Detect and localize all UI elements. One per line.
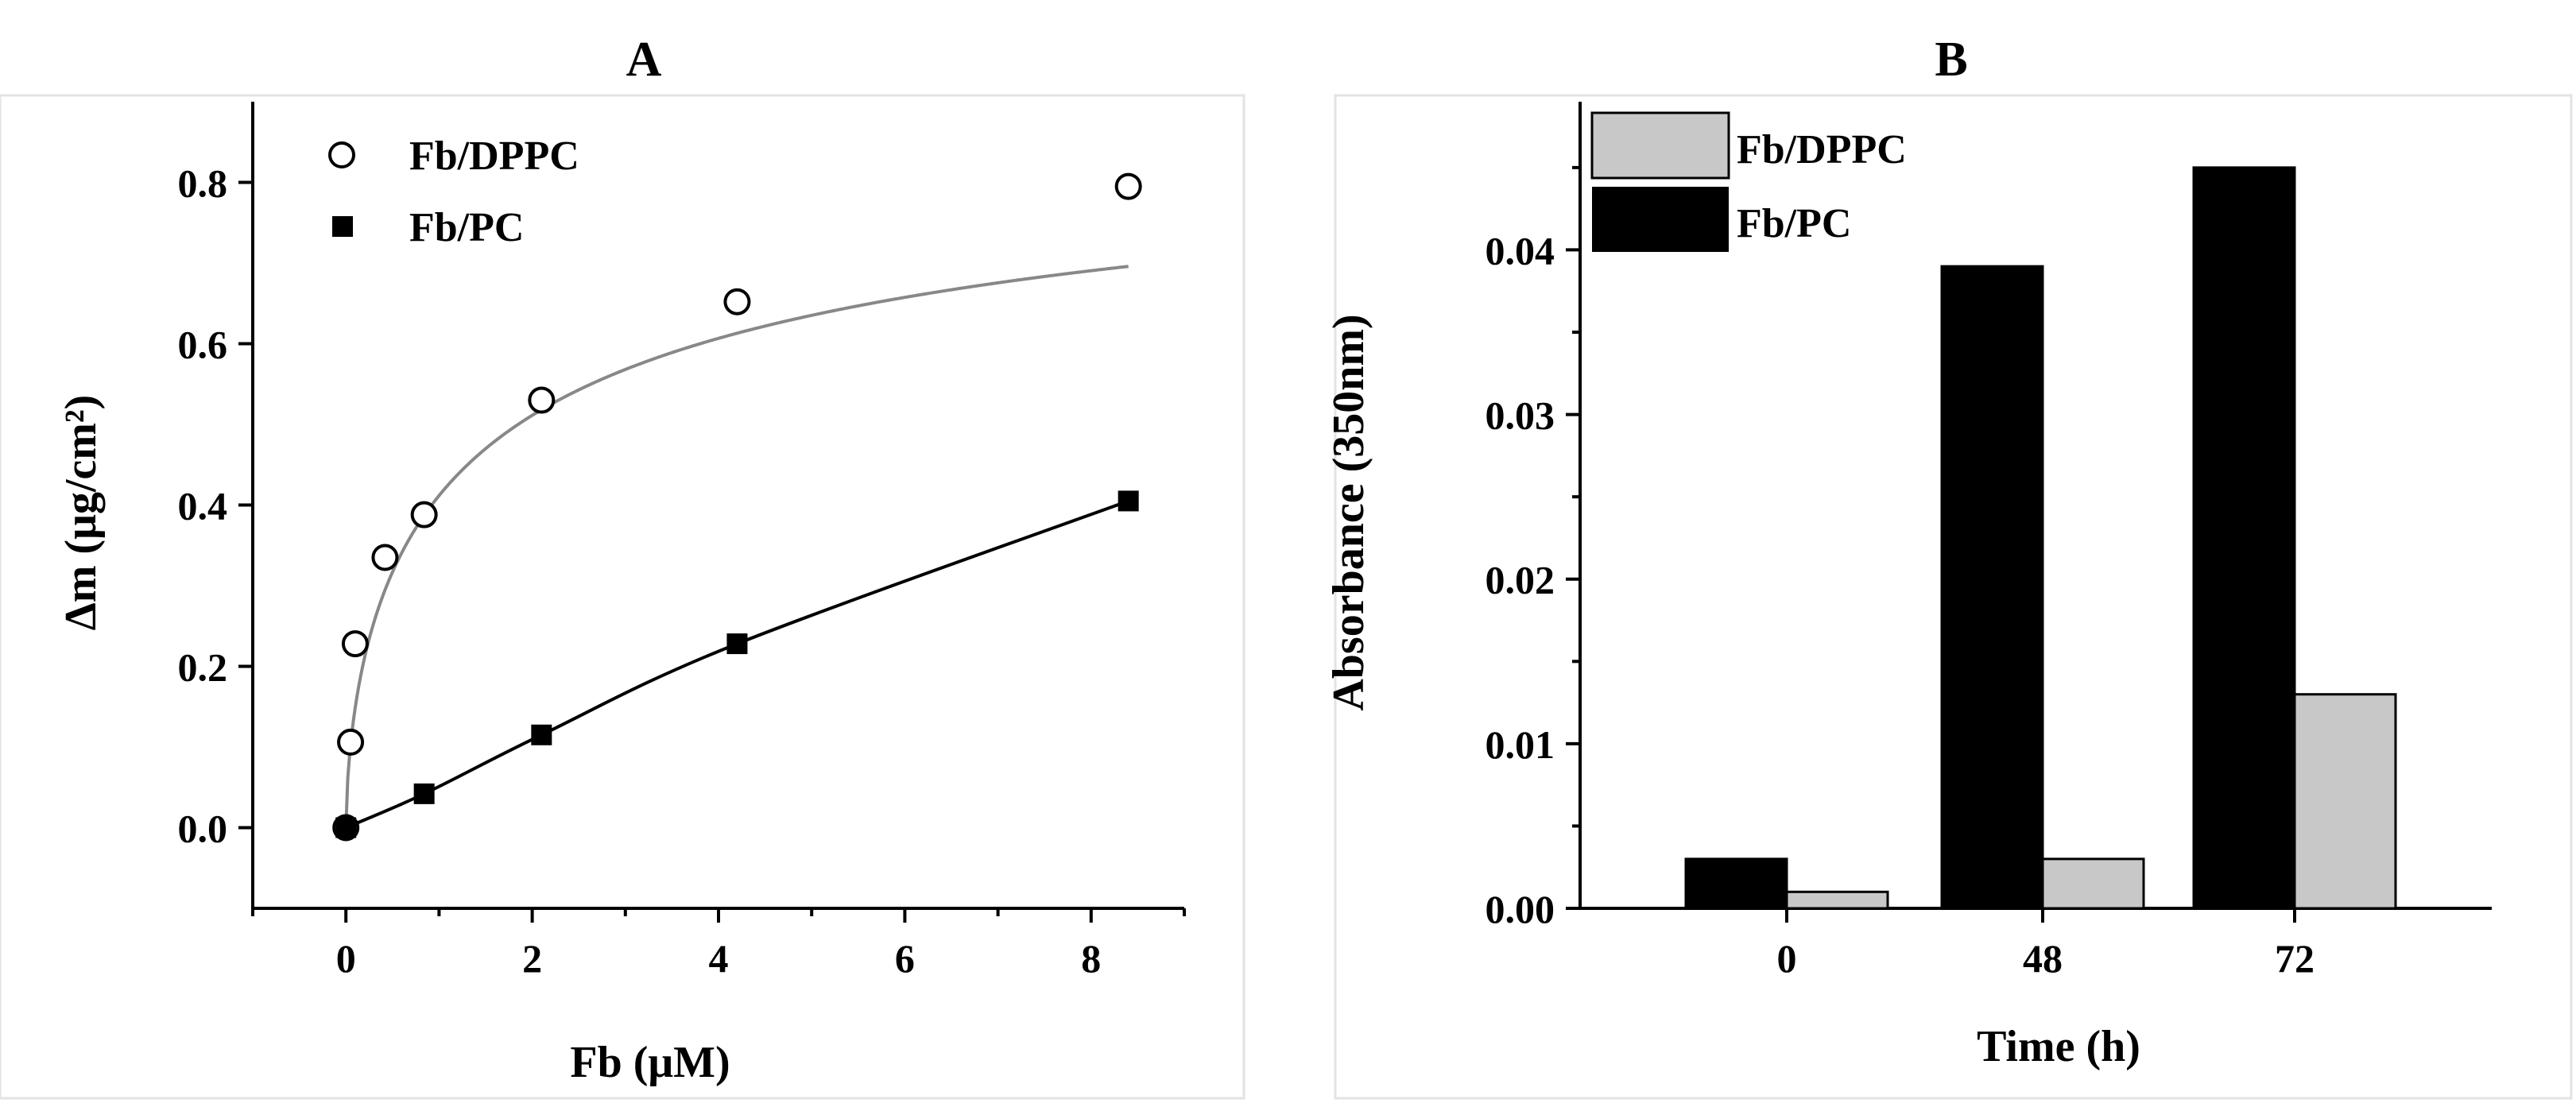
fb-dppc-bar: [1785, 890, 1889, 910]
fb-pc-bar: [1940, 265, 2044, 910]
panel-a-y-tick-label: 0.8: [178, 161, 228, 206]
panel-a-y-tick-label: 0.0: [178, 807, 228, 851]
panel-b-legend: Fb/DPPC Fb/PC: [1590, 111, 1907, 252]
panel-a-y-label: Δm (μg/cm²): [56, 395, 106, 631]
panel-b-legend-label-pc: Fb/PC: [1737, 201, 1851, 246]
panel-b-y-label: Absorbance (350nm): [1324, 314, 1373, 710]
legend-open-circle-marker: [328, 141, 355, 168]
panel-a-y-tick-label: 0.6: [178, 323, 228, 367]
panel-a-frame: [0, 94, 1245, 1100]
fb-pc-point: [413, 783, 435, 804]
panel-b-x-tick-label: 0: [1777, 936, 1797, 981]
legend-swatch-dppc: [1590, 111, 1730, 180]
fb-pc-bar: [2192, 166, 2296, 910]
panel-a-y-tick-label: 0.2: [178, 645, 228, 690]
fb-pc-point: [726, 633, 748, 655]
fb-dppc-point: [528, 386, 556, 414]
fb-pc-point: [531, 724, 552, 745]
panel-b-y-tick-label: 0.03: [1486, 393, 1555, 438]
panel-b-y-tick-label: 0.02: [1486, 558, 1555, 602]
panel-a-x-tick-label: 2: [522, 936, 542, 981]
panel-a-x-tick-label: 0: [336, 936, 356, 981]
panel-a-x-ticks: 0 2 4 6 8: [251, 908, 1186, 981]
panel-a-legend-label-pc: Fb/PC: [409, 205, 524, 250]
panel-b: B 0.00 0.01 0.02 0.03 0.04 0 48 72 Time (h) Ab…: [1324, 33, 2573, 1100]
panel-b-y-tick-label: 0.00: [1486, 887, 1555, 931]
panel-a-legend-label-dppc: Fb/DPPC: [409, 134, 579, 179]
panel-a-y-tick-label: 0.4: [178, 484, 228, 528]
fb-dppc-point: [723, 288, 751, 315]
panel-a-x-tick-label: 4: [709, 936, 729, 981]
panel-b-legend-label-dppc: Fb/DPPC: [1737, 127, 1907, 172]
panel-a-x-tick-label: 6: [895, 936, 915, 981]
panel-b-x-label: Time (h): [1977, 1022, 2140, 1071]
panel-b-y-tick-label: 0.01: [1486, 722, 1555, 767]
fb-dppc-bar: [2041, 857, 2145, 910]
fb-dppc-fit-curve: [344, 265, 1129, 828]
fb-dppc-point: [341, 630, 369, 658]
fb-pc-fit-curve: [345, 499, 1129, 830]
fb-pc-point: [335, 817, 357, 838]
fb-dppc-point: [410, 501, 438, 528]
fb-pc-point: [1118, 490, 1139, 512]
fb-pc-bar: [1684, 857, 1788, 910]
fb-dppc-points: [332, 172, 1142, 842]
panel-b-title: B: [1935, 33, 1967, 87]
panel-a-y-ticks: 0.0 0.2 0.4 0.6 0.8: [178, 161, 253, 851]
fb-dppc-bar: [2293, 693, 2397, 910]
panel-a: A 0.0 0.2 0.4 0.6 0.8 0 2 4 6 8 Fb (μM) Δm (μg/c…: [0, 33, 1245, 1100]
fb-pc-points: [335, 490, 1139, 838]
panel-b-x-tick-label: 48: [2023, 936, 2063, 981]
panel-b-bars: [1684, 166, 2397, 910]
fb-dppc-point: [371, 544, 399, 571]
panel-b-y-ticks: 0.00 0.01 0.02 0.03 0.04: [1486, 165, 1580, 931]
fb-dppc-point: [1114, 172, 1142, 200]
panel-b-y-tick-label: 0.04: [1486, 228, 1555, 273]
legend-swatch-pc: [1592, 187, 1729, 252]
panel-b-x-ticks: 0 48 72: [1777, 908, 2315, 981]
panel-a-x-label: Fb (μM): [570, 1038, 730, 1087]
panel-a-legend: Fb/DPPC Fb/PC: [328, 134, 579, 250]
panel-a-x-tick-label: 8: [1081, 936, 1101, 981]
legend-filled-square-marker: [332, 216, 353, 237]
panel-b-x-tick-label: 72: [2275, 936, 2315, 981]
panel-b-frame: [1334, 94, 2573, 1100]
fb-dppc-point: [337, 728, 365, 756]
panel-a-title: A: [626, 33, 662, 87]
